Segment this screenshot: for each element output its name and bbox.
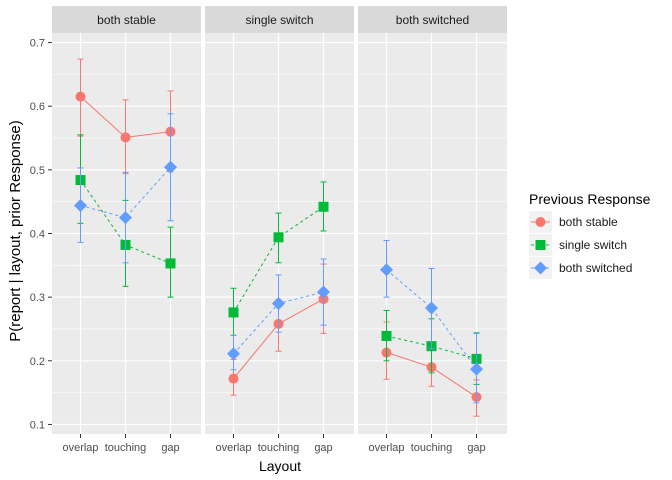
- facet-strip-label: both switched: [396, 13, 469, 27]
- series-line: [386, 269, 477, 370]
- panel-both-switched: both switched overlap touching gap: [358, 6, 507, 454]
- data-point: [75, 91, 86, 102]
- legend-key-marker: [535, 240, 546, 250]
- x-tick-label: gap: [161, 442, 179, 454]
- legend-label: both stable: [559, 215, 618, 229]
- legend-key-marker: [535, 217, 546, 227]
- data-point: [381, 330, 392, 341]
- x-tick-label: overlap: [215, 442, 251, 454]
- facet-strip: [52, 6, 201, 33]
- legend-key-single-switch: single switch: [529, 234, 627, 256]
- y-tick-label: 0.5: [30, 165, 45, 177]
- facet-strip-label: single switch: [245, 13, 313, 27]
- data-point: [318, 201, 329, 212]
- y-tick-label: 0.1: [30, 419, 45, 431]
- data-point: [317, 285, 330, 299]
- y-tick-label: 0.7: [30, 38, 45, 50]
- data-point: [74, 198, 87, 212]
- series-line: [80, 166, 171, 219]
- series-both-switched: [74, 113, 483, 404]
- data-point: [470, 362, 483, 376]
- x-tick-label: touching: [258, 442, 300, 454]
- y-axis-label: P(report | layout, prior Response): [7, 120, 24, 342]
- y-tick-label: 0.6: [30, 101, 45, 113]
- x-tick-label: touching: [105, 442, 147, 454]
- legend: Previous Response both stable single swit…: [529, 191, 651, 279]
- x-tick-label: overlap: [62, 442, 98, 454]
- legend-label: both switched: [559, 261, 632, 275]
- x-tick-label: gap: [467, 442, 485, 454]
- data-point: [119, 211, 132, 225]
- axes: 0.1 0.2 0.3 0.4 0.5 0.6 0.7: [30, 38, 52, 431]
- legend-key-both-switched: both switched: [529, 257, 632, 279]
- legend-keys: both stable single switch both switched: [529, 211, 632, 279]
- x-tick-label: touching: [411, 442, 453, 454]
- data-point: [120, 132, 131, 143]
- legend-label: single switch: [559, 238, 627, 252]
- x-tick-label: gap: [314, 442, 332, 454]
- data-point: [228, 307, 239, 318]
- data-point: [425, 301, 438, 315]
- x-axis-label: Layout: [259, 458, 301, 474]
- legend-key-marker: [534, 261, 547, 275]
- y-tick-label: 0.3: [30, 292, 45, 304]
- data-point: [164, 160, 177, 174]
- y-tick-label: 0.2: [30, 356, 45, 368]
- facet-strip: [205, 6, 354, 33]
- data-point: [272, 297, 285, 311]
- data-point: [165, 258, 176, 269]
- y-tick-label: 0.4: [30, 229, 45, 241]
- panel-single-switch: single switch overlap touching gap: [205, 6, 354, 454]
- data-point: [273, 232, 284, 243]
- x-tick-label: overlap: [368, 442, 404, 454]
- chart-marks: [74, 58, 483, 417]
- panel-both-stable: both stable overlap touching gap: [52, 6, 201, 454]
- facet-strip-label: both stable: [97, 13, 156, 27]
- legend-title: Previous Response: [529, 191, 651, 207]
- facet-strip: [358, 6, 507, 33]
- legend-key-both-stable: both stable: [529, 211, 618, 233]
- data-point: [380, 263, 393, 277]
- data-point: [228, 373, 239, 384]
- data-point: [227, 347, 240, 361]
